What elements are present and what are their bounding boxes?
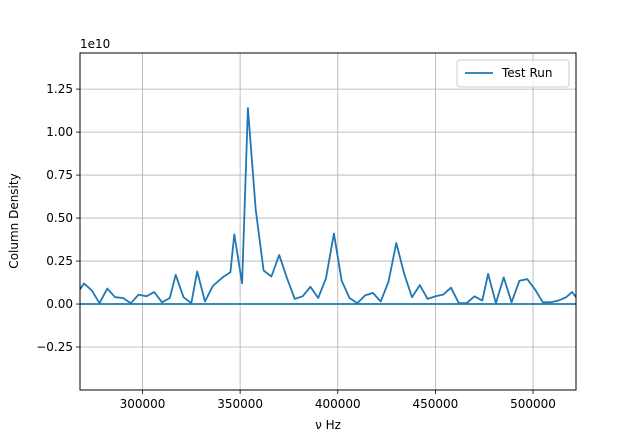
y-tick-label: 1.00 (46, 125, 73, 139)
y-offset-label: 1e10 (80, 37, 110, 51)
y-tick-label: −0.25 (36, 340, 73, 354)
y-tick-label: 0.00 (46, 297, 73, 311)
y-tick-label: 0.25 (46, 254, 73, 268)
plot-area (80, 53, 576, 390)
legend: Test Run (456, 59, 570, 88)
grid (80, 53, 576, 390)
legend-label: Test Run (501, 66, 552, 80)
y-tick-label: 1.25 (46, 82, 73, 96)
legend-box (456, 59, 570, 88)
series-layer (80, 107, 576, 305)
y-axis-label: Column Density (7, 173, 21, 268)
plot-frame (79, 52, 577, 391)
series-line (80, 107, 576, 305)
x-tick-label: 300000 (120, 397, 166, 411)
y-axis: −0.25 0.00 0.25 0.50 0.75 1.00 1.25 (36, 82, 80, 354)
x-tick-label: 450000 (412, 397, 458, 411)
x-axis-label: ν Hz (315, 418, 341, 432)
x-tick-label: 350000 (217, 397, 263, 411)
y-tick-label: 0.50 (46, 211, 73, 225)
y-tick-label: 0.75 (46, 168, 73, 182)
x-axis: 300000 350000 400000 450000 500000 (120, 390, 556, 411)
x-tick-label: 500000 (510, 397, 556, 411)
x-tick-label: 400000 (315, 397, 361, 411)
